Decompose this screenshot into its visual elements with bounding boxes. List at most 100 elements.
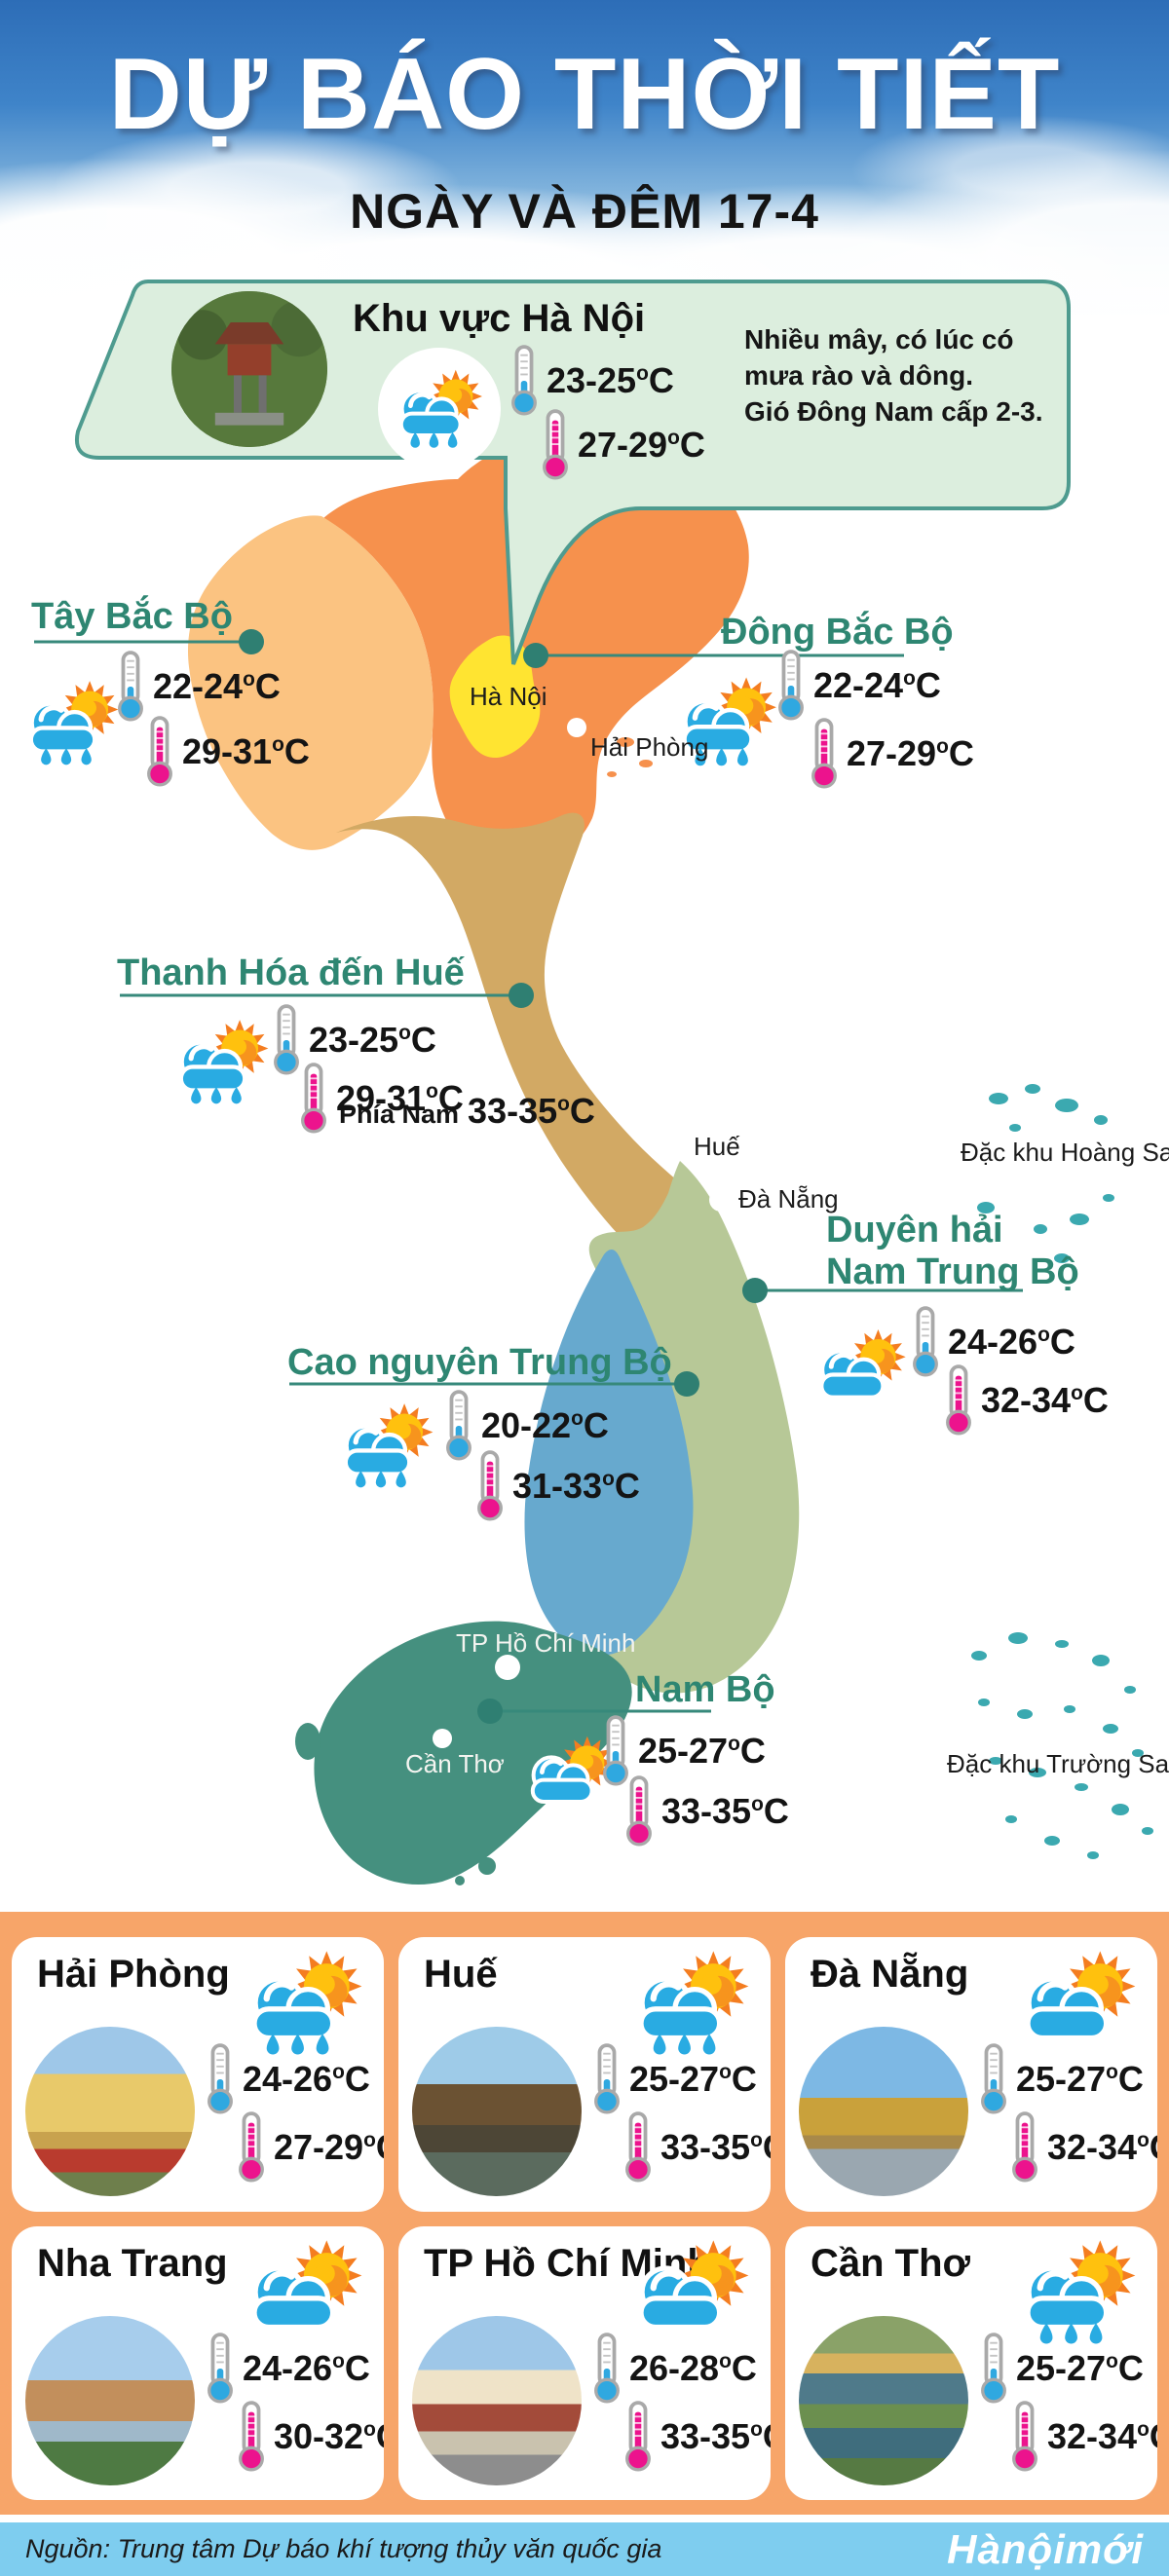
sky-header: DỰ BÁO THỜI TIẾT NGÀY VÀ ĐÊM 17-4 (0, 0, 1169, 326)
map-label-hue: Huế (694, 1132, 740, 1161)
divider (0, 2515, 1169, 2522)
hanoi-forecast-description: Nhiều mây, có lúc có mưa rào và dông. Gi… (744, 324, 1043, 427)
day-temp-row: 25-27oC (978, 2332, 1144, 2406)
map-label-ha-noi: Hà Nội (470, 682, 547, 711)
south-note: Phía Nam 33-35oC (339, 1091, 595, 1132)
city-card-hai-phong: Hải Phòng 24-26oC 27-29oC (12, 1937, 384, 2212)
day-temp-row: 25-27oC (600, 1714, 766, 1788)
night-temp-row: 30-32oC (236, 2400, 384, 2474)
region-dong-bac-bo: Đông Bắc Bộ 22-24oC 27-29oC (721, 612, 1042, 816)
day-thermometer-icon (593, 2043, 621, 2114)
page-title: DỰ BÁO THỜI TIẾT (108, 38, 1061, 151)
day-temp-row: 20-22oC (443, 1389, 609, 1463)
region-title: Cao nguyên Trung Bộ (287, 1342, 672, 1383)
day-thermometer-icon (912, 1306, 939, 1377)
khue-van-cac-photo (171, 291, 327, 447)
night-temperature: 29-31oC (336, 1078, 464, 1118)
night-thermometer-icon (1011, 2111, 1038, 2183)
night-temperature: 27-29oC (274, 2127, 384, 2167)
region-title: Thanh Hóa đến Huế (117, 952, 465, 993)
region-title: Nam Bộ (635, 1669, 775, 1710)
tp-ho-chi-minh-photo (412, 2315, 582, 2485)
day-temp-row: 22-24oC (775, 649, 941, 723)
night-thermometer-icon (238, 2400, 265, 2472)
region-title: Tây Bắc Bộ (31, 596, 233, 637)
night-thermometer-icon (476, 1450, 504, 1521)
hanoimoi-logo: Hànộimới (947, 2525, 1144, 2572)
night-temp-row: 31-33oC (474, 1449, 640, 1523)
map-region-cao-nguyen (524, 1249, 694, 1656)
day-temperature: 20-22oC (481, 1405, 609, 1445)
night-temp-row: 32-34oC (1009, 2400, 1157, 2474)
hue-photo (412, 2027, 582, 2196)
region-cao-nguyen-trung-bo: Cao nguyên Trung Bộ 20-22oC 31-33oC (287, 1342, 677, 1547)
note-label: Phía Nam (339, 1100, 460, 1129)
night-temp-row: 29-31oC (298, 1062, 464, 1136)
night-temperature: 33-35oC (661, 1791, 789, 1831)
night-temp-row: 27-29oC (809, 717, 974, 791)
night-temp-row: 29-31oC (144, 715, 310, 789)
region-title: Duyên hải Nam Trung Bộ (826, 1210, 1079, 1292)
night-temp-row: 33-35oC (622, 2400, 771, 2474)
note-temperature: 33-35oC (468, 1091, 595, 1131)
city-card-can-tho: Cần Thơ 25-27oC 32-34oC (785, 2225, 1157, 2500)
map-label-can-tho: Cần Thơ (405, 1749, 505, 1778)
night-temperature: 33-35oC (660, 2127, 771, 2167)
hai-phong-photo (25, 2027, 195, 2196)
sun-cloud-rain-icon (168, 1015, 277, 1108)
sun-cloud-rain-icon (389, 365, 490, 453)
night-thermometer-icon (542, 409, 569, 480)
map-island (639, 760, 653, 767)
day-thermometer-icon (117, 651, 144, 722)
map-label-tp-ho-chi-minh: TP Hồ Chí Minh (456, 1628, 636, 1658)
day-temperature: 24-26oC (243, 2059, 370, 2099)
night-temp-row: 32-34oC (1009, 2110, 1157, 2184)
city-dots (433, 718, 733, 1748)
map-region-bac-trung-bo (336, 812, 721, 1249)
map-island (617, 737, 634, 747)
day-thermometer-icon (777, 650, 805, 721)
map-islands-truong-sa (971, 1632, 1153, 1859)
night-temp-row: 33-35oC (622, 2110, 771, 2184)
night-temperature: 32-34oC (981, 1380, 1109, 1420)
day-temp-row: 22-24oC (115, 650, 281, 724)
map-region-nam-bo (314, 1621, 632, 1885)
page-subtitle: NGÀY VÀ ĐÊM 17-4 (350, 184, 819, 239)
day-temp-row: 25-27oC (591, 2042, 757, 2116)
day-temp-row: 25-27oC (978, 2042, 1144, 2116)
city-card-da-nang: Đà Nẵng 25-27oC 32-34oC (785, 1937, 1157, 2212)
city-cards-section: Hải Phòng 24-26oC 27-29oC Huế (0, 1912, 1169, 2515)
source-credit: Nguồn: Trung tâm Dự báo khí tượng thủy v… (25, 2534, 662, 2563)
day-temperature: 25-27oC (1016, 2059, 1144, 2099)
city-name: Huế (424, 1953, 498, 1996)
region-duyen-hai-nam-trung-bo: Duyên hải Nam Trung Bộ 24-26oC 32-34oC (826, 1210, 1118, 1443)
night-temp-row: 32-34oC (943, 1363, 1109, 1437)
map-region-ha-noi (449, 635, 541, 759)
day-thermometer-icon (980, 2043, 1007, 2114)
night-thermometer-icon (625, 1775, 653, 1847)
map-label-truong-sa: Đặc khu Trường Sa (947, 1749, 1169, 1778)
hanoi-box-title: Khu vực Hà Nội (353, 297, 646, 340)
region-connector-dots (239, 629, 768, 1724)
night-temperature: 27-29oC (847, 733, 974, 773)
day-temperature: 25-27oC (638, 1731, 766, 1771)
day-thermometer-icon (445, 1390, 472, 1461)
city-card-tp-ho-chi-minh: TP Hồ Chí Minh 26-28oC 33-35oC (398, 2225, 771, 2500)
nha-trang-photo (25, 2315, 195, 2485)
night-temp-row: 27-29oC (236, 2110, 384, 2184)
city-card-hue: Huế 25-27oC 33-35oC (398, 1937, 771, 2212)
night-temperature: 32-34oC (1047, 2127, 1157, 2167)
city-name: Cần Thơ (811, 2241, 970, 2285)
sun-cloud-icon (809, 1325, 914, 1415)
day-temperature: 24-26oC (243, 2347, 370, 2388)
city-card-nha-trang: Nha Trang 24-26oC 30-32oC (12, 2225, 384, 2500)
hanoi-weather-badge (378, 348, 501, 470)
city-name: Hải Phòng (37, 1953, 230, 1996)
map-island (478, 1857, 496, 1875)
day-temperature: 22-24oC (153, 666, 281, 706)
day-thermometer-icon (207, 2332, 234, 2404)
day-temp-row: 24-26oC (205, 2332, 370, 2406)
da-nang-photo (799, 2027, 968, 2196)
day-temperature: 22-24oC (813, 665, 941, 705)
